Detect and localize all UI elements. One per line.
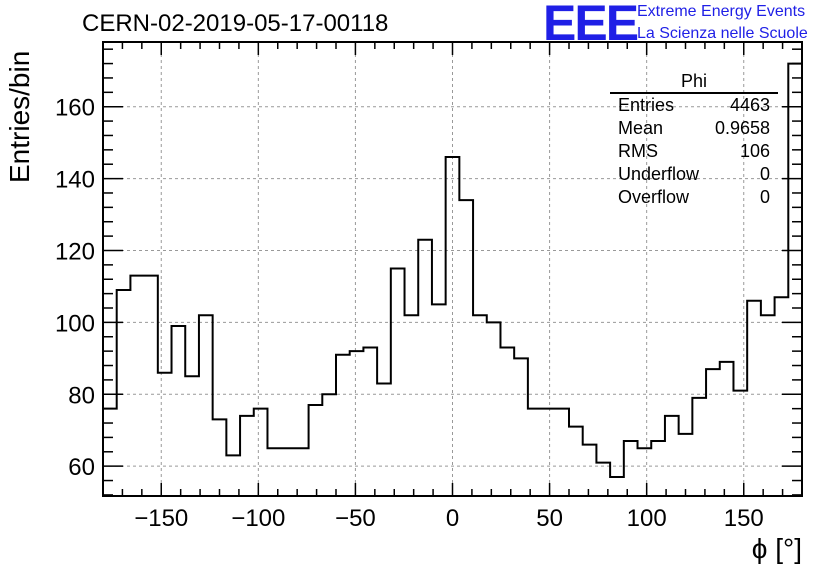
- histogram-bin: [542, 409, 556, 496]
- histogram-bin: [514, 358, 528, 496]
- histogram-bin: [446, 157, 460, 496]
- stats-label: Underflow: [618, 164, 700, 184]
- y-tick-label: 140: [55, 167, 95, 194]
- y-tick-label: 60: [68, 454, 95, 481]
- histogram-bin: [130, 276, 144, 496]
- stats-label: Overflow: [618, 187, 690, 207]
- histogram-bin: [500, 348, 514, 496]
- stats-row: Entries 4463: [610, 94, 778, 117]
- histogram-bin: [185, 376, 199, 496]
- stats-value: 106: [739, 141, 770, 161]
- histogram-bin: [309, 405, 323, 496]
- y-axis-label: Entries/bin: [4, 50, 35, 183]
- histogram-bin: [624, 441, 638, 496]
- x-tick-label: −50: [335, 505, 376, 532]
- histogram-bin: [158, 373, 172, 496]
- histogram-bin: [720, 362, 734, 496]
- y-tick-label: 160: [55, 95, 95, 122]
- stats-box: Phi Entries 4463 Mean 0.9658 RMS 106 Und…: [610, 70, 778, 209]
- histogram-bin: [473, 315, 487, 496]
- histogram-bin: [322, 394, 336, 496]
- histogram-bin: [281, 448, 295, 496]
- stats-row: RMS 106: [610, 140, 778, 163]
- histogram-bin: [555, 409, 569, 496]
- histogram-bin: [144, 276, 158, 496]
- histogram-bin: [733, 391, 747, 496]
- x-tick-label: −100: [231, 505, 285, 532]
- histogram-bin: [391, 268, 405, 496]
- histogram-bin: [569, 427, 583, 496]
- histogram-bin: [706, 369, 720, 496]
- histogram-bin: [254, 409, 268, 496]
- histogram-bin: [226, 455, 240, 496]
- stats-label: RMS: [618, 141, 658, 161]
- histogram-bin: [432, 304, 446, 496]
- histogram-bin: [610, 477, 624, 496]
- histogram-bin: [199, 315, 213, 496]
- histogram-bin: [651, 441, 665, 496]
- histogram-bin: [487, 322, 501, 496]
- x-tick-label: 100: [627, 505, 667, 532]
- histogram-bin: [638, 448, 652, 496]
- x-axis-label: ϕ [°]: [751, 533, 802, 564]
- stats-value: 0.9658: [714, 118, 770, 138]
- histogram-bin: [405, 315, 419, 496]
- histogram-bin: [295, 448, 309, 496]
- histogram-bin: [377, 383, 391, 496]
- logo-text-line1: Extreme Energy Events: [637, 3, 806, 20]
- histogram-bin: [692, 398, 706, 496]
- x-tick-label: 0: [446, 505, 459, 532]
- histogram-bin: [679, 434, 693, 496]
- stats-title: Phi: [610, 70, 778, 94]
- histogram-bin: [418, 240, 432, 496]
- histogram-bin: [528, 409, 542, 496]
- stats-row: Underflow 0: [610, 163, 778, 186]
- stats-value: 4463: [729, 95, 770, 115]
- histogram-bin: [583, 445, 597, 496]
- histogram-bin: [459, 200, 473, 496]
- histogram-bin: [240, 416, 254, 496]
- stats-label: Entries: [618, 95, 675, 115]
- stats-label: Mean: [618, 118, 664, 138]
- logo-text-line2: La Scienza nelle Scuole: [637, 25, 808, 42]
- histogram-bin: [267, 448, 281, 496]
- eee-logo: EEE: [543, 0, 639, 51]
- histogram-bin: [747, 301, 761, 496]
- x-tick-label: 150: [724, 505, 764, 532]
- histogram-bin: [761, 315, 775, 496]
- histogram-bin: [117, 290, 131, 496]
- stats-row: Mean 0.9658: [610, 117, 778, 140]
- histogram-bin: [350, 351, 364, 496]
- histogram-bin: [213, 419, 227, 496]
- histogram-bin: [172, 326, 186, 496]
- y-tick-label: 80: [68, 382, 95, 409]
- y-tick-label: 120: [55, 238, 95, 265]
- stats-row: Overflow 0: [610, 186, 778, 209]
- chart-title: CERN-02-2019-05-17-00118: [82, 10, 389, 37]
- x-tick-label: −150: [134, 505, 188, 532]
- y-tick-label: 100: [55, 310, 95, 337]
- x-tick-label: 50: [536, 505, 563, 532]
- stats-value: 0: [759, 164, 770, 184]
- histogram-bin: [363, 348, 377, 496]
- histogram-bin: [665, 416, 679, 496]
- stats-value: 0: [759, 187, 770, 207]
- histogram-outline: [103, 62, 802, 478]
- histogram-bin: [336, 355, 350, 496]
